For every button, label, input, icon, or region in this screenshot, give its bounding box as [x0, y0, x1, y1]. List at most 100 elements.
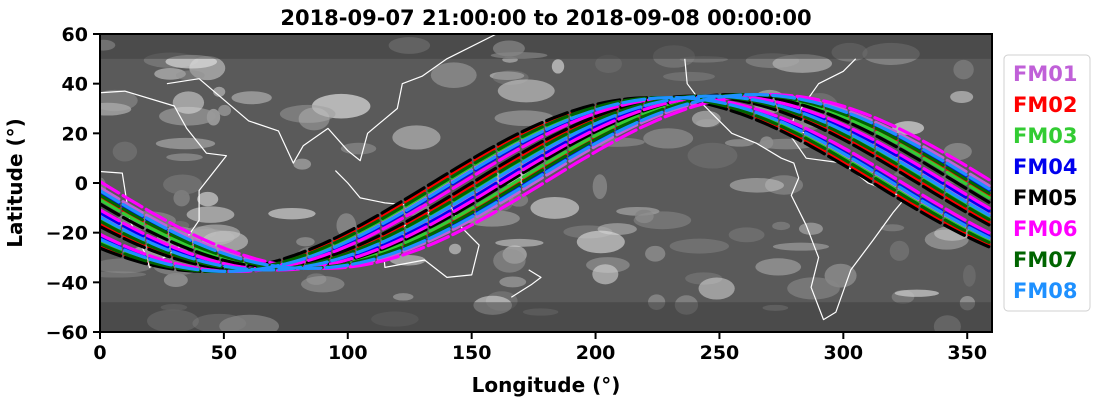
x-tick-label: 50	[211, 342, 237, 364]
cloud-patch	[218, 104, 232, 117]
cloud-patch	[293, 158, 312, 170]
x-axis: 0 50 100 150 200 250 300 350	[93, 332, 987, 364]
cloud-patch	[159, 106, 216, 126]
legend-item-fm01: FM01	[1013, 62, 1077, 86]
legend: FM01 FM02 FM03 FM04 FM05 FM06 FM07 FM08	[1003, 54, 1091, 312]
cloud-patch	[592, 174, 608, 200]
y-tick-label: 20	[62, 123, 88, 145]
cloud-patch	[494, 110, 555, 126]
legend-item-fm03: FM03	[1013, 124, 1077, 148]
cloud-patch	[755, 258, 802, 276]
x-tick-label: 250	[700, 342, 740, 364]
cloud-patch	[112, 141, 138, 162]
cloud-patch	[772, 54, 833, 73]
cloud-patch	[100, 271, 147, 278]
x-tick-label: 0	[93, 342, 106, 364]
cloud-patch	[691, 110, 721, 128]
legend-box	[1003, 54, 1091, 312]
cloud-patch	[950, 90, 974, 103]
chart-title: 2018-09-07 21:00:00 to 2018-09-08 00:00:…	[280, 6, 811, 30]
y-tick-label: −20	[46, 223, 88, 245]
cloud-patch	[163, 273, 188, 288]
cloud-patch	[645, 245, 666, 262]
cloud-patch	[296, 237, 315, 247]
coastline	[334, 170, 410, 206]
x-tick-label: 300	[823, 342, 863, 364]
cloud-patch	[597, 223, 637, 236]
track-fm04	[100, 94, 992, 272]
legend-item-fm08: FM08	[1013, 279, 1077, 303]
legend-item-fm07: FM07	[1013, 248, 1077, 272]
cloud-patch	[155, 137, 216, 150]
cloud-patch	[172, 91, 205, 114]
cloud-patch	[213, 86, 226, 97]
cloud-patch	[698, 277, 735, 300]
cloud-patch	[772, 221, 791, 231]
x-tick-label: 200	[576, 342, 616, 364]
y-tick-label: 60	[62, 24, 88, 46]
cloud-patch	[197, 191, 219, 207]
legend-item-fm06: FM06	[1013, 217, 1077, 241]
plot-area	[99, 33, 993, 333]
cloud-patch	[592, 264, 619, 285]
x-tick-label: 350	[947, 342, 987, 364]
track-fm08	[100, 94, 992, 272]
cloud-patch	[100, 89, 138, 112]
cloud-patch	[551, 59, 565, 74]
cloud-patch	[170, 220, 190, 230]
y-axis-title: Latitude (°)	[3, 118, 27, 248]
cloud-patch	[100, 102, 132, 116]
cloud-patch	[495, 238, 544, 247]
y-axis: −60 −40 −20 0 20 40 60	[46, 24, 100, 344]
legend-item-fm04: FM04	[1013, 155, 1077, 179]
cloud-patch	[643, 128, 694, 149]
cloud-patch	[231, 91, 272, 105]
satellite-background	[100, 34, 992, 332]
legend-item-fm05: FM05	[1013, 186, 1077, 210]
cloud-patch	[729, 178, 784, 193]
cloud-patch	[186, 206, 235, 223]
track-fm05	[100, 92, 992, 271]
cloud-patch	[576, 230, 625, 254]
cloud-patch	[889, 240, 910, 261]
cloud-patch	[175, 70, 205, 81]
cloud-patch	[392, 293, 414, 301]
cloud-patch	[772, 242, 830, 251]
cloud-patch	[279, 104, 336, 123]
cloud-patch	[268, 207, 316, 220]
y-tick-label: −60	[46, 322, 88, 344]
cloud-patch	[430, 62, 477, 88]
cloud-patch	[924, 229, 969, 250]
cloud-patch	[301, 275, 345, 293]
cloud-patch	[953, 59, 974, 80]
cloud-patch	[880, 224, 905, 232]
cloud-patch	[499, 276, 527, 288]
cloud-patch	[154, 68, 186, 80]
track-fm07	[100, 92, 992, 271]
cloud-patch	[663, 71, 715, 82]
cloud-patch	[943, 142, 972, 161]
x-tick-label: 150	[452, 342, 492, 364]
x-tick-label: 100	[328, 342, 368, 364]
cloud-patch	[497, 79, 555, 103]
cloud-patch	[166, 153, 203, 161]
cloud-patch	[892, 121, 925, 135]
track-fm06	[100, 92, 992, 271]
cloud-patch	[489, 71, 525, 81]
cloud-patch	[298, 107, 330, 131]
cloud-patch	[724, 139, 755, 147]
cloud-patch	[448, 243, 462, 255]
cloud-patch	[634, 209, 654, 224]
y-tick-label: 0	[75, 173, 88, 195]
orbit-tracks	[100, 92, 992, 274]
coastline	[510, 269, 542, 298]
cloud-layer	[100, 34, 992, 332]
cloud-patch	[798, 222, 823, 235]
y-tick-label: 40	[62, 74, 88, 96]
cloud-patch	[728, 227, 765, 243]
cloud-patch	[894, 289, 939, 297]
cloud-patch	[493, 248, 526, 273]
y-tick-label: −40	[46, 272, 88, 294]
coastline	[166, 34, 497, 164]
